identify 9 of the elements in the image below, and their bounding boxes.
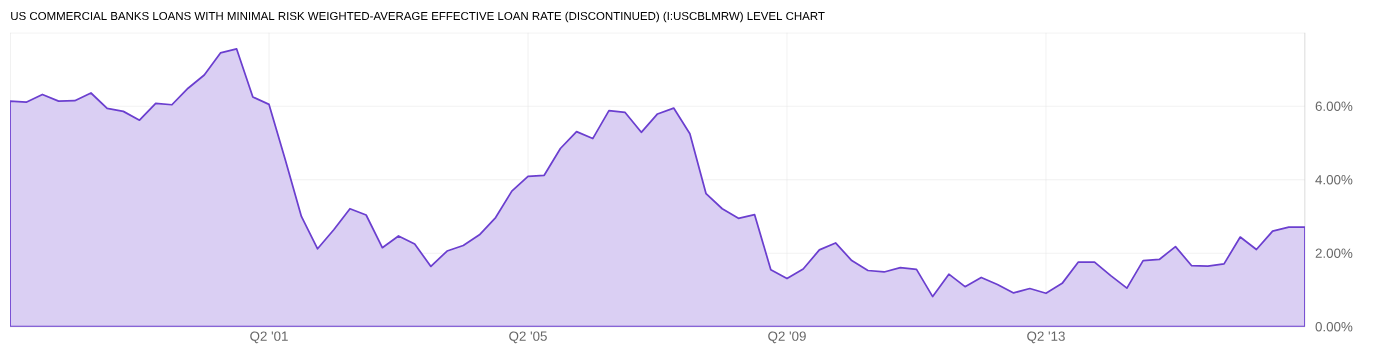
x-tick-label: Q2 '01 — [250, 331, 288, 344]
y-tick-label: 0.00% — [1315, 322, 1353, 332]
y-tick-label: 4.00% — [1315, 175, 1353, 185]
y-tick-label: 6.00% — [1315, 101, 1353, 111]
x-tick-label: Q2 '09 — [768, 331, 806, 344]
x-tick-label: Q2 '05 — [509, 331, 547, 344]
chart-title: US COMMERCIAL BANKS LOANS WITH MINIMAL RISK WEIGHTED-AVERAGE EFFECTIVE LOAN RATE (DISCONTINUED) (I:USCBLMRW) LEVEL CHART — [11, 11, 825, 23]
x-tick-label: Q2 '13 — [1027, 331, 1065, 344]
y-tick-label: 2.00% — [1315, 248, 1353, 258]
